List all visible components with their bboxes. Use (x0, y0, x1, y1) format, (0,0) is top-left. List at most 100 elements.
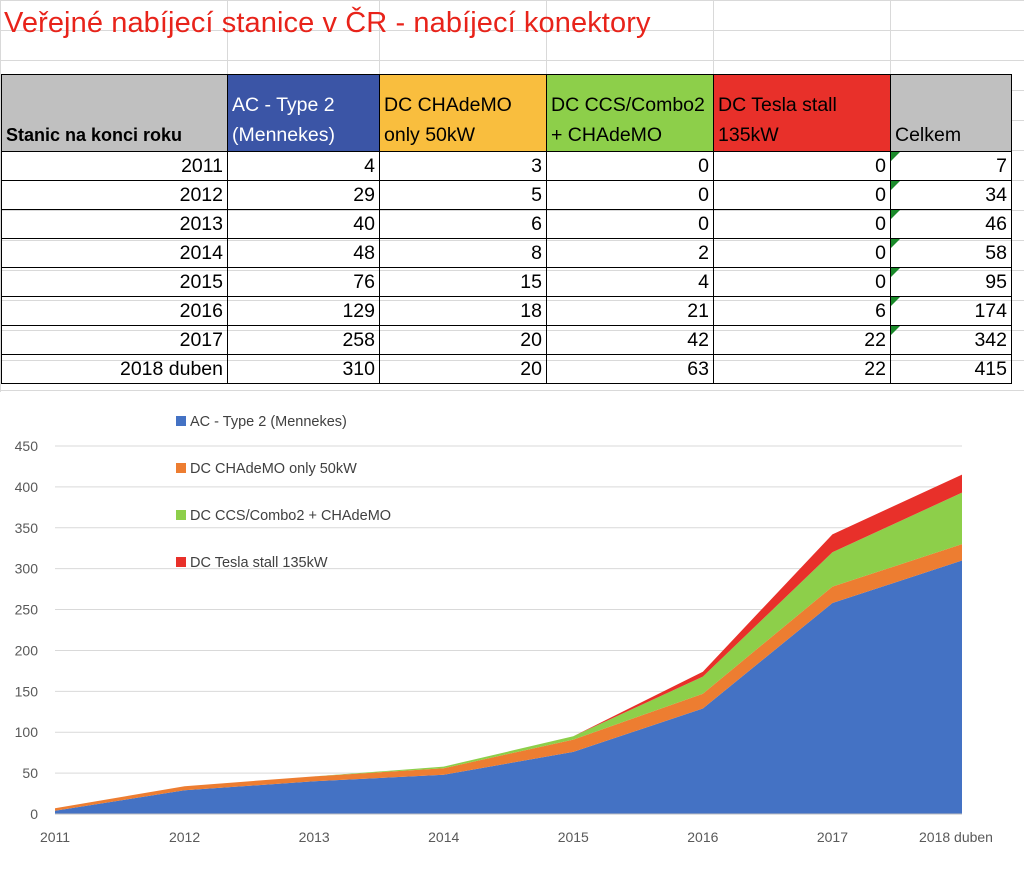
cell-tesla[interactable]: 0 (713, 267, 891, 297)
cell-chademo[interactable]: 8 (379, 238, 547, 268)
cell-total-value: 46 (985, 212, 1007, 235)
legend-swatch-1 (176, 463, 186, 473)
table-row: 2018 duben 310 20 63 22 415 (1, 354, 1012, 384)
y-tick-label: 250 (15, 602, 39, 618)
cell-ac[interactable]: 258 (227, 325, 380, 355)
cell-chademo[interactable]: 15 (379, 267, 547, 297)
cell-ccs[interactable]: 2 (546, 238, 714, 268)
table-row: 2017 258 20 42 22 342 (1, 325, 1012, 355)
table-row: 2012 29 5 0 0 34 (1, 180, 1012, 210)
cell-ac[interactable]: 76 (227, 267, 380, 297)
header-ccs[interactable]: DC CCS/Combo2 + CHAdeMO (546, 74, 714, 152)
cell-ac[interactable]: 29 (227, 180, 380, 210)
cell-chademo[interactable]: 6 (379, 209, 547, 239)
cell-ccs[interactable]: 63 (546, 354, 714, 384)
header-chademo[interactable]: DC CHAdeMO only 50kW (379, 74, 547, 152)
table-row: 2013 40 6 0 0 46 (1, 209, 1012, 239)
table-row: 2011 4 3 0 0 7 (1, 151, 1012, 181)
formula-indicator-icon (891, 297, 900, 306)
cell-ccs[interactable]: 0 (546, 151, 714, 181)
row-year[interactable]: 2014 (1, 238, 228, 268)
area-series-1 (55, 544, 962, 811)
cell-chademo[interactable]: 3 (379, 151, 547, 181)
y-tick-label: 450 (15, 438, 39, 454)
header-total[interactable]: Celkem (890, 74, 1012, 152)
cell-total[interactable]: 415 (890, 354, 1012, 384)
table-row: 2016 129 18 21 6 174 (1, 296, 1012, 326)
y-tick-label: 50 (22, 765, 38, 781)
cell-ac[interactable]: 48 (227, 238, 380, 268)
cell-total-value: 174 (974, 299, 1007, 322)
table-header-row: Stanic na konci roku AC - Type 2 (Mennek… (1, 74, 1012, 152)
cell-tesla[interactable]: 0 (713, 238, 891, 268)
x-tick-label: 2018 duben (919, 829, 993, 845)
table-row: 2015 76 15 4 0 95 (1, 267, 1012, 297)
cell-ccs[interactable]: 0 (546, 180, 714, 210)
cell-total-value: 95 (985, 270, 1007, 293)
column-divider (890, 0, 891, 75)
row-year[interactable]: 2013 (1, 209, 228, 239)
formula-indicator-icon (891, 210, 900, 219)
cell-tesla[interactable]: 0 (713, 209, 891, 239)
cell-tesla[interactable]: 22 (713, 325, 891, 355)
cell-total[interactable]: 174 (890, 296, 1012, 326)
formula-indicator-icon (891, 268, 900, 277)
formula-indicator-icon (891, 239, 900, 248)
row-year[interactable]: 2011 (1, 151, 228, 181)
cell-tesla[interactable]: 6 (713, 296, 891, 326)
page-title: Veřejné nabíjecí stanice v ČR - nabíjecí… (4, 7, 651, 39)
row-year[interactable]: 2018 duben (1, 354, 228, 384)
y-tick-label: 150 (15, 683, 39, 699)
legend-swatch-2 (176, 510, 186, 520)
y-tick-label: 100 (15, 724, 39, 740)
cell-ccs[interactable]: 0 (546, 209, 714, 239)
cell-chademo[interactable]: 18 (379, 296, 547, 326)
header-tesla[interactable]: DC Tesla stall 135kW (713, 74, 891, 152)
cell-ac[interactable]: 40 (227, 209, 380, 239)
data-table: Stanic na konci roku AC - Type 2 (Mennek… (1, 74, 1012, 384)
cell-chademo[interactable]: 5 (379, 180, 547, 210)
header-ac[interactable]: AC - Type 2 (Mennekes) (227, 74, 380, 152)
legend-swatch-3 (176, 557, 186, 567)
cell-chademo[interactable]: 20 (379, 354, 547, 384)
y-tick-label: 200 (15, 642, 39, 658)
row-year[interactable]: 2016 (1, 296, 228, 326)
legend-label-1: DC CHAdeMO only 50kW (190, 461, 357, 477)
y-tick-label: 400 (15, 479, 39, 495)
cell-ac[interactable]: 129 (227, 296, 380, 326)
x-tick-label: 2015 (558, 829, 589, 845)
x-tick-label: 2012 (169, 829, 200, 845)
cell-total[interactable]: 46 (890, 209, 1012, 239)
cell-total[interactable]: 7 (890, 151, 1012, 181)
cell-total[interactable]: 342 (890, 325, 1012, 355)
cell-chademo[interactable]: 20 (379, 325, 547, 355)
formula-indicator-icon (891, 181, 900, 190)
column-divider (227, 0, 228, 75)
cell-total[interactable]: 95 (890, 267, 1012, 297)
table-row: 2014 48 8 2 0 58 (1, 238, 1012, 268)
cell-total[interactable]: 34 (890, 180, 1012, 210)
cell-total-value: 7 (996, 154, 1007, 177)
row-year[interactable]: 2015 (1, 267, 228, 297)
row-year[interactable]: 2012 (1, 180, 228, 210)
x-tick-label: 2016 (687, 829, 718, 845)
header-year[interactable]: Stanic na konci roku (1, 74, 228, 152)
cell-total-value: 342 (974, 328, 1007, 351)
cell-total[interactable]: 58 (890, 238, 1012, 268)
cell-ccs[interactable]: 42 (546, 325, 714, 355)
column-divider (546, 0, 547, 75)
row-year[interactable]: 2017 (1, 325, 228, 355)
column-divider (713, 0, 714, 75)
cell-total-value: 34 (985, 183, 1007, 206)
cell-tesla[interactable]: 0 (713, 180, 891, 210)
cell-ac[interactable]: 4 (227, 151, 380, 181)
chart-svg: 0 50 100 150 200 250 300 350 400 450 2011 2012 2013 2… (15, 414, 993, 845)
cell-ccs[interactable]: 4 (546, 267, 714, 297)
formula-indicator-icon (891, 326, 900, 335)
cell-tesla[interactable]: 22 (713, 354, 891, 384)
x-tick-label: 2014 (428, 829, 459, 845)
legend-label-0: AC - Type 2 (Mennekes) (190, 414, 347, 430)
cell-tesla[interactable]: 0 (713, 151, 891, 181)
cell-ac[interactable]: 310 (227, 354, 380, 384)
cell-ccs[interactable]: 21 (546, 296, 714, 326)
